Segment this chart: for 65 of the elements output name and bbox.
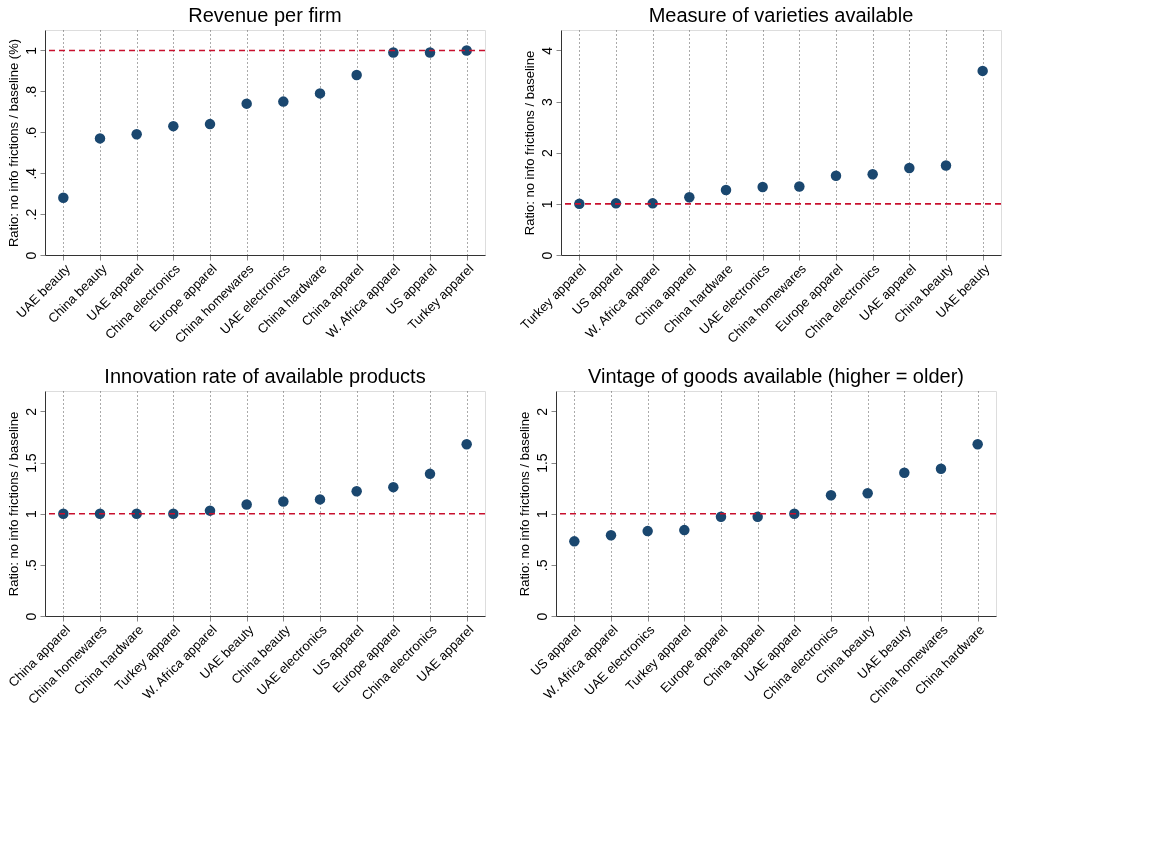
y-tick-label: 0 — [533, 612, 550, 621]
point — [867, 168, 878, 180]
point — [940, 160, 952, 171]
y-axis-title: Ratio: no info frictions / baseline (%) — [5, 38, 21, 248]
point — [461, 438, 472, 450]
point — [757, 181, 768, 193]
point — [904, 162, 915, 174]
y-tick-label: 2 — [538, 149, 555, 158]
y-tick-label: 2 — [22, 407, 39, 416]
y-tick-label: .6 — [22, 126, 39, 139]
y-axis-title: Ratio: no info frictions / baseline — [5, 411, 21, 597]
point — [605, 529, 617, 541]
chart-title: Innovation rate of available products — [104, 365, 426, 387]
point — [241, 98, 252, 109]
point — [862, 488, 873, 499]
point — [388, 481, 399, 493]
point — [58, 192, 69, 203]
point — [977, 65, 988, 77]
point — [204, 118, 216, 130]
point — [168, 120, 179, 132]
y-tick-label: 1.5 — [22, 453, 39, 473]
point — [278, 96, 289, 107]
point — [351, 69, 362, 81]
y-tick-label: 0 — [22, 612, 39, 621]
point — [899, 467, 910, 479]
y-tick-label: 0 — [22, 251, 39, 260]
point — [794, 181, 805, 192]
y-tick-label: 4 — [538, 46, 555, 55]
point — [388, 47, 399, 58]
y-tick-label: 0 — [538, 251, 555, 260]
point — [935, 463, 947, 474]
y-tick-label: 1.5 — [533, 453, 550, 473]
point — [830, 170, 842, 181]
chart-title: Measure of varieties available — [648, 4, 914, 26]
point — [314, 494, 326, 505]
y-tick-label: 1 — [538, 200, 555, 209]
point — [642, 525, 653, 537]
y-axis-title: Ratio: no info frictions / baseline — [521, 50, 537, 236]
y-tick-label: 1 — [22, 510, 39, 519]
point — [314, 88, 326, 99]
point — [278, 496, 289, 507]
y-tick-label: .2 — [22, 208, 39, 221]
point — [131, 129, 142, 140]
y-tick-label: 3 — [538, 97, 555, 106]
y-tick-label: .5 — [22, 559, 39, 572]
chart-title: Revenue per firm — [188, 4, 342, 26]
y-tick-label: .5 — [533, 559, 550, 572]
point — [972, 438, 983, 450]
y-tick-label: 1 — [22, 46, 39, 55]
point — [825, 490, 837, 501]
point — [461, 45, 472, 56]
point — [424, 468, 436, 480]
y-tick-label: 1 — [533, 510, 550, 519]
y-tick-label: .8 — [22, 85, 39, 98]
chart-title: Vintage of goods available (higher = older) — [588, 365, 964, 387]
point — [720, 184, 732, 196]
point — [94, 133, 106, 144]
point — [351, 485, 362, 497]
y-axis-title: Ratio: no info frictions / baseline — [516, 411, 532, 597]
y-tick-label: 2 — [533, 407, 550, 416]
point — [569, 536, 580, 547]
y-tick-label: .4 — [22, 167, 39, 180]
point — [241, 499, 252, 510]
point — [679, 524, 690, 536]
point — [684, 191, 695, 203]
